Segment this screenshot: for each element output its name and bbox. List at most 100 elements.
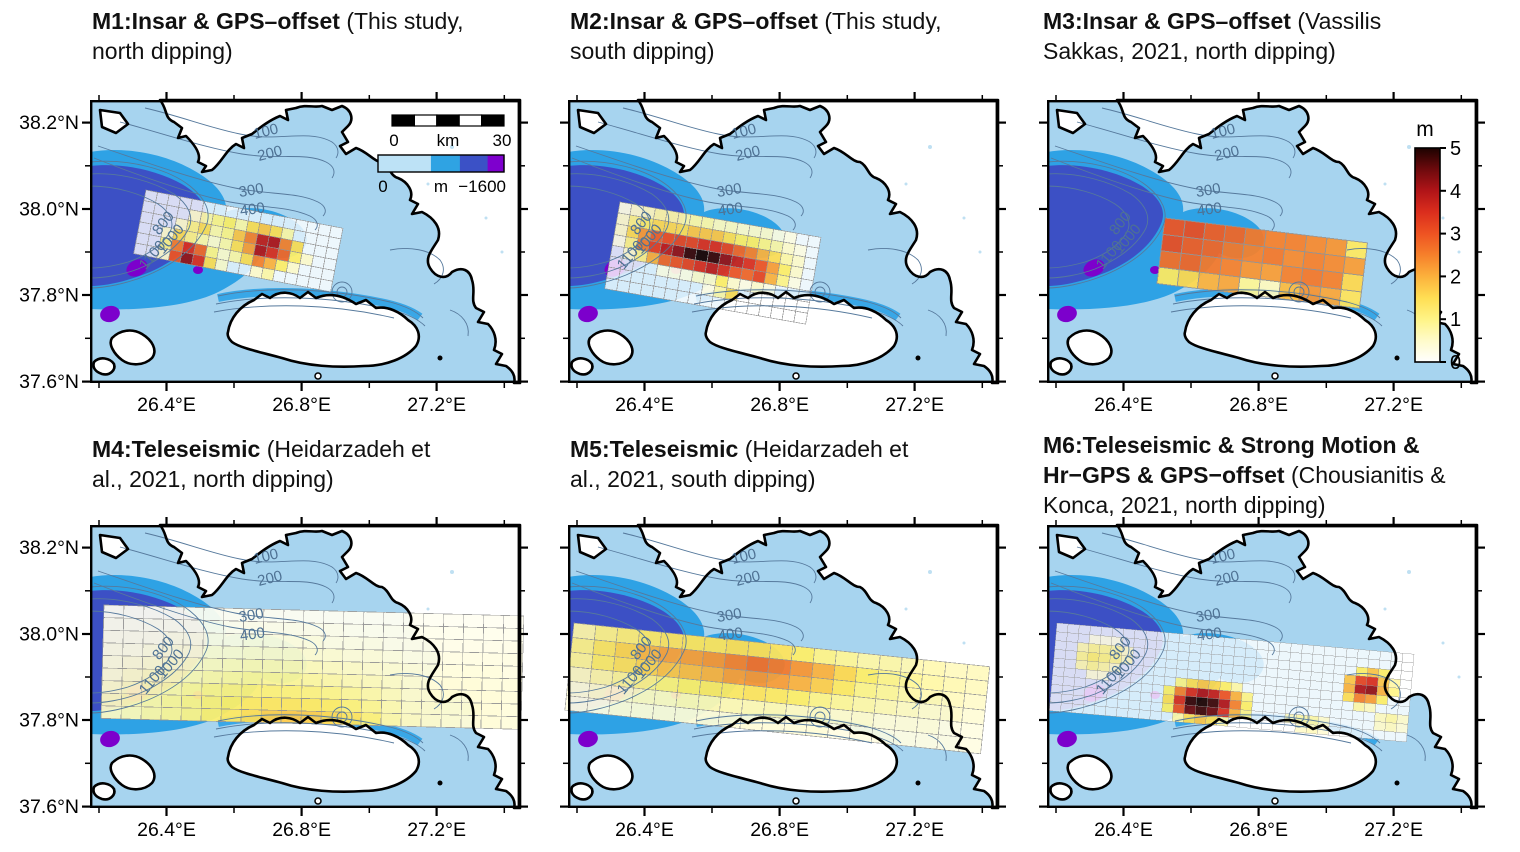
bathymetry-contours — [1046, 107, 1426, 337]
lon-tick-labels: 26.4°E 26.8°E 27.2°E — [137, 394, 466, 416]
svg-text:300: 300 — [715, 605, 743, 626]
svg-text:400: 400 — [717, 199, 744, 219]
slip-patch-m5 — [564, 622, 991, 755]
scale-bar: 0 km 30 — [389, 114, 512, 150]
panel-title-m3: M3:Insar & GPS–offset (Vassilis Sakkas, … — [1043, 8, 1382, 64]
svg-text:0: 0 — [1450, 352, 1461, 374]
svg-text:2: 2 — [1450, 266, 1461, 288]
lon-tick-labels: 26.4°E 26.8°E 27.2°E — [615, 819, 944, 841]
lon-tick-labels: 26.4°E 26.8°E 27.2°E — [1094, 394, 1423, 416]
svg-text:27.2°E: 27.2°E — [407, 394, 466, 416]
slip-patch-m3 — [1156, 217, 1369, 309]
svg-text:37.6°N: 37.6°N — [19, 796, 79, 818]
title-note: (This study, — [339, 8, 464, 34]
svg-text:27.2°E: 27.2°E — [885, 819, 944, 841]
panel-title-m4: M4:Teleseismic (Heidarzadeh et al., 2021… — [92, 436, 431, 492]
svg-text:30: 30 — [493, 131, 512, 150]
svg-text:26.8°E: 26.8°E — [1229, 819, 1288, 841]
svg-text:27.2°E: 27.2°E — [1364, 819, 1423, 841]
svg-text:26.8°E: 26.8°E — [1229, 394, 1288, 416]
map-frame — [1039, 92, 1485, 391]
map-frame — [82, 517, 528, 816]
panel-title-m6: M6:Teleseismic & Strong Motion & Hr−GPS … — [1043, 432, 1446, 518]
panel-title-m1: M1:Insar & GPS–offset (This study, north… — [92, 8, 464, 64]
svg-text:38.2°N: 38.2°N — [19, 112, 79, 134]
svg-text:200: 200 — [734, 567, 762, 590]
svg-text:37.8°N: 37.8°N — [19, 710, 79, 732]
svg-text:26.4°E: 26.4°E — [137, 819, 196, 841]
svg-text:27.2°E: 27.2°E — [885, 394, 944, 416]
svg-text:400: 400 — [239, 199, 266, 219]
map-frame — [560, 92, 1006, 391]
svg-text:27.2°E: 27.2°E — [407, 819, 466, 841]
svg-text:26.4°E: 26.4°E — [1094, 819, 1153, 841]
svg-text:300: 300 — [237, 605, 265, 626]
slip-patch-m6 — [1049, 622, 1415, 743]
svg-text:100: 100 — [252, 545, 280, 568]
svg-text:400: 400 — [239, 624, 266, 644]
lon-tick-labels: 26.4°E 26.8°E 27.2°E — [1094, 819, 1423, 841]
lat-tick-labels: 38.2°N 38.0°N 37.8°N 37.6°N — [19, 537, 79, 818]
svg-text:300: 300 — [715, 180, 743, 201]
svg-text:26.4°E: 26.4°E — [615, 819, 674, 841]
svg-text:5: 5 — [1450, 138, 1461, 160]
svg-text:100: 100 — [1209, 120, 1237, 143]
coastlines — [92, 98, 522, 385]
svg-text:300: 300 — [1194, 180, 1222, 201]
svg-text:m: m — [434, 177, 448, 196]
title-bold: M1:Insar & GPS–offset — [92, 8, 340, 34]
svg-text:400: 400 — [1196, 199, 1223, 219]
bathymetry-contours — [1046, 532, 1426, 762]
svg-text:26.8°E: 26.8°E — [272, 394, 331, 416]
map-background — [1047, 100, 1477, 383]
coastlines — [570, 98, 1000, 385]
svg-text:−1600: −1600 — [458, 177, 506, 196]
svg-text:26.4°E: 26.4°E — [615, 394, 674, 416]
panel-title-m2: M2:Insar & GPS–offset (This study, south… — [570, 8, 942, 64]
coastlines — [1049, 523, 1479, 810]
svg-text:27.2°E: 27.2°E — [1364, 394, 1423, 416]
svg-text:26.8°E: 26.8°E — [750, 819, 809, 841]
slip-patch-m4 — [100, 604, 525, 730]
lon-tick-labels: 26.4°E 26.8°E 27.2°E — [615, 394, 944, 416]
svg-text:200: 200 — [256, 142, 284, 165]
svg-text:26.4°E: 26.4°E — [137, 394, 196, 416]
svg-text:100: 100 — [1209, 545, 1237, 568]
svg-text:400: 400 — [717, 624, 744, 644]
map-frame — [560, 517, 1006, 816]
svg-text:300: 300 — [1194, 605, 1222, 626]
svg-text:37.6°N: 37.6°N — [19, 371, 79, 393]
svg-text:m: m — [1416, 118, 1434, 141]
svg-text:300: 300 — [237, 180, 265, 201]
svg-text:200: 200 — [734, 142, 762, 165]
svg-text:200: 200 — [1213, 567, 1241, 590]
panel-title-m5: M5:Teleseismic (Heidarzadeh et al., 2021… — [570, 436, 909, 492]
bathymetry-contours — [567, 107, 947, 337]
slip-patch-m1 — [133, 189, 344, 293]
svg-text:100: 100 — [730, 120, 758, 143]
svg-text:38.0°N: 38.0°N — [19, 624, 79, 646]
svg-text:37.8°N: 37.8°N — [19, 285, 79, 307]
svg-text:200: 200 — [1213, 142, 1241, 165]
svg-text:4: 4 — [1450, 181, 1461, 203]
svg-text:km: km — [437, 131, 460, 150]
svg-text:400: 400 — [1196, 624, 1223, 644]
map-frame — [82, 92, 528, 391]
svg-text:200: 200 — [256, 567, 284, 590]
svg-text:0: 0 — [378, 177, 387, 196]
svg-text:100: 100 — [252, 120, 280, 143]
slip-patch-m2 — [604, 201, 822, 325]
lon-tick-labels: 26.4°E 26.8°E 27.2°E — [137, 819, 466, 841]
svg-text:26.4°E: 26.4°E — [1094, 394, 1153, 416]
lat-tick-labels: 38.2°N 38.0°N 37.8°N 37.6°N — [19, 112, 79, 393]
map-frame — [1039, 517, 1485, 816]
depth-colorbar: 0 m −1600 — [377, 154, 506, 196]
